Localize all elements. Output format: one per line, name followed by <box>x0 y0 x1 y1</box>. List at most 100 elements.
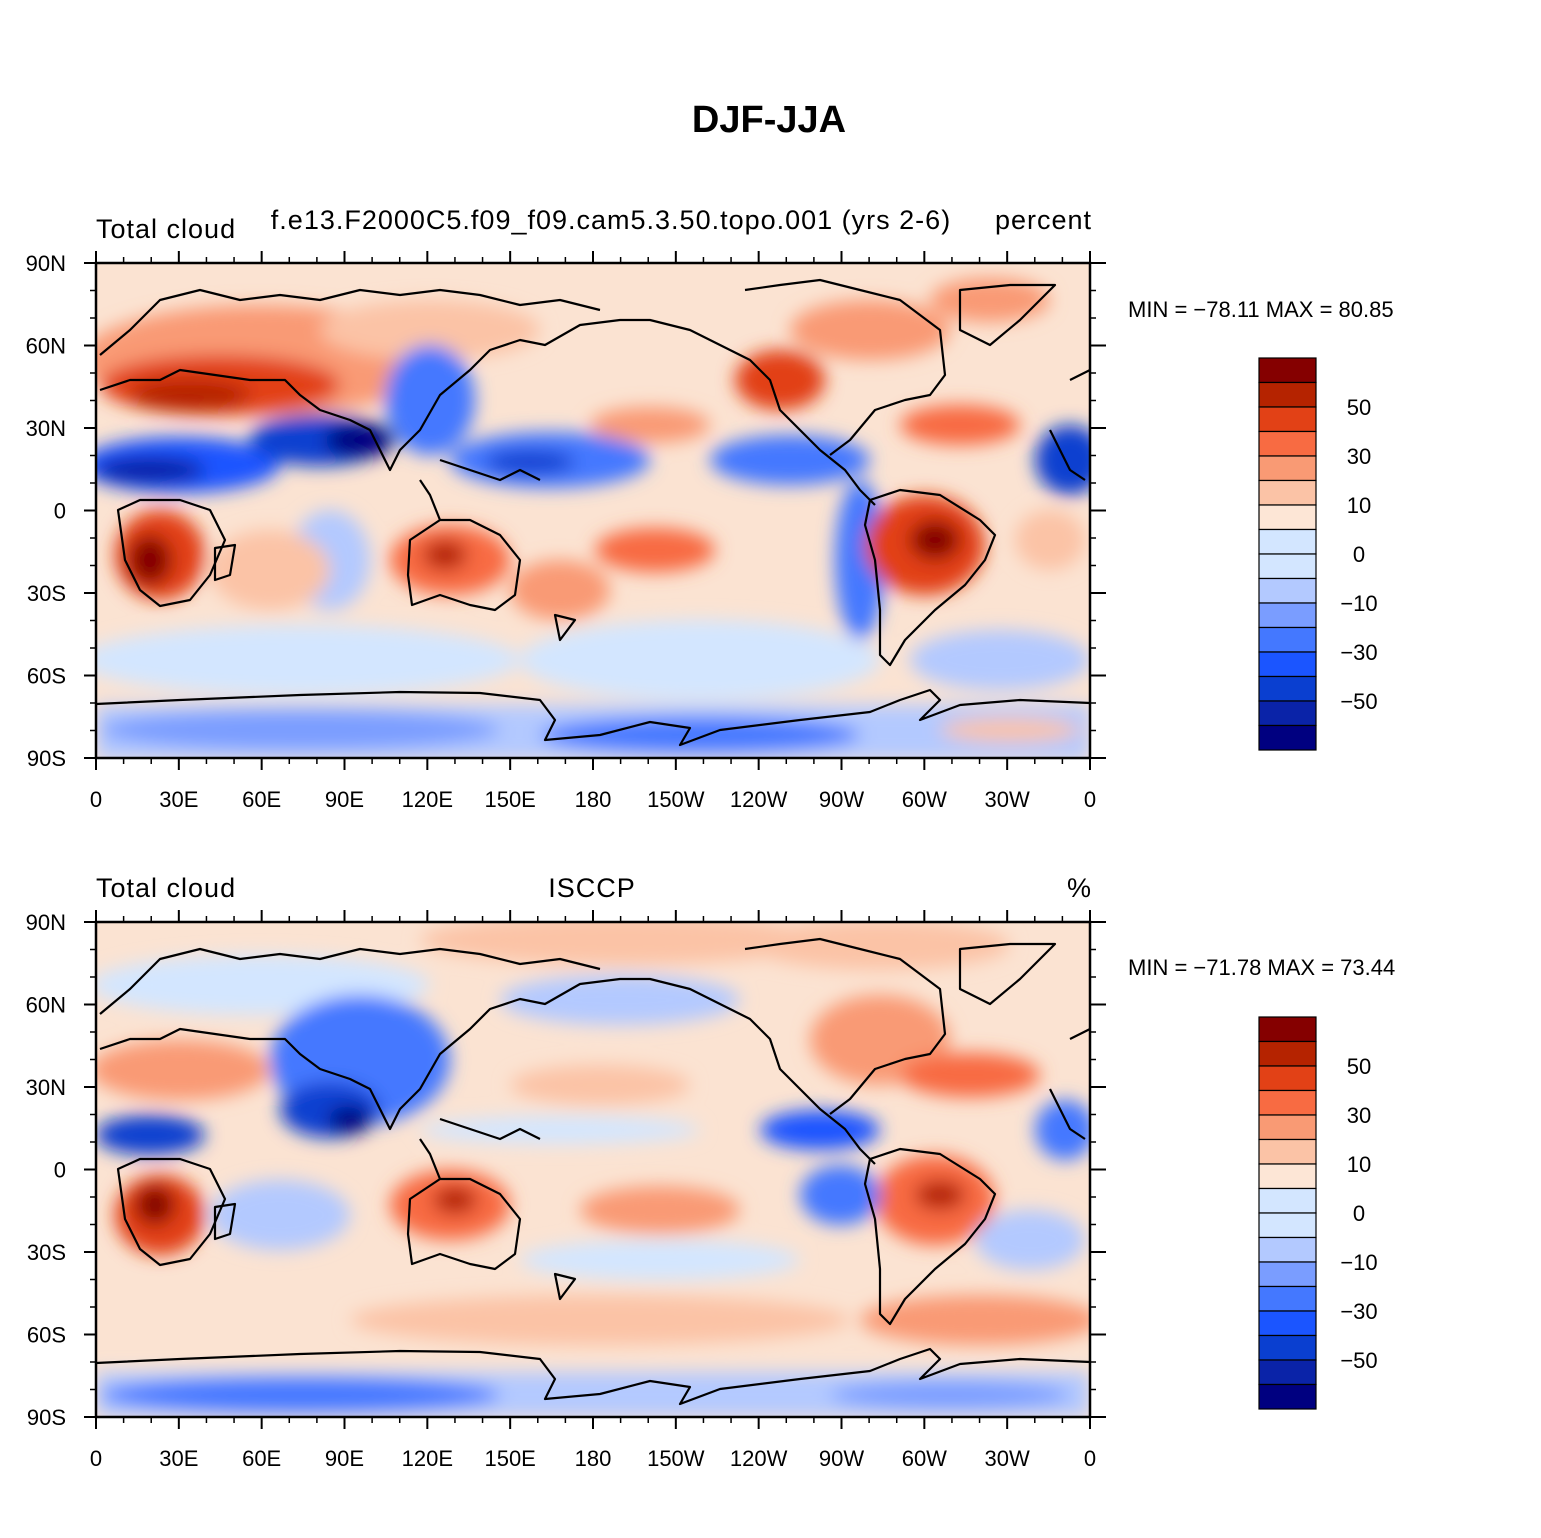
x-tick-label: 90W <box>819 1446 864 1471</box>
colorbar-swatch <box>1258 553 1317 580</box>
x-tick-label: 150E <box>484 787 535 812</box>
y-tick-label: 60N <box>26 334 66 359</box>
x-tick-label: 0 <box>90 1446 102 1471</box>
colorbar-swatch <box>1258 1040 1317 1067</box>
x-tick-label: 90W <box>819 787 864 812</box>
y-tick-label: 30N <box>26 416 66 441</box>
colorbar-label: 10 <box>1347 1152 1371 1177</box>
x-tick-label: 180 <box>575 787 612 812</box>
colorbar-swatch <box>1258 626 1317 653</box>
colorbar-swatch <box>1258 430 1317 457</box>
colorbar-label: −30 <box>1340 1299 1377 1324</box>
figure-title: DJF-JJA <box>692 99 846 141</box>
x-tick-label: 60W <box>902 787 947 812</box>
colorbar-label: 10 <box>1347 493 1371 518</box>
x-tick-label: 0 <box>1084 1446 1096 1471</box>
y-tick-label: 60S <box>27 664 66 689</box>
x-tick-label: 180 <box>575 1446 612 1471</box>
x-tick-label: 30E <box>159 787 198 812</box>
colorbar-swatch <box>1258 1236 1317 1263</box>
panel-left-label: Total cloud <box>96 214 236 244</box>
colorbar-swatch <box>1258 1089 1317 1116</box>
colorbar-swatch <box>1258 504 1317 531</box>
x-tick-label: 0 <box>90 787 102 812</box>
colorbar: 50 30 10 0 −10 −30 −50 <box>1258 1016 1378 1410</box>
axis-ticks <box>84 910 1106 1429</box>
colorbar-swatch <box>1258 406 1317 433</box>
x-axis-labels: 0 30E 60E 90E 120E 150E 180 150W 120W 90W 60W 30W 0 <box>90 1446 1096 1471</box>
colorbar-swatch <box>1258 357 1317 384</box>
colorbar-label: 30 <box>1347 1103 1371 1128</box>
colorbar: 50 30 10 0 −10 −30 −50 <box>1258 357 1378 751</box>
panel-observations: Total cloud ISCCP % <box>26 873 1396 1471</box>
min-max-readout: MIN = −78.11 MAX = 80.85 <box>1128 297 1394 322</box>
x-tick-label: 60W <box>902 1446 947 1471</box>
x-tick-label: 120W <box>730 787 788 812</box>
colorbar-swatch <box>1258 577 1317 604</box>
x-tick-label: 150E <box>484 1446 535 1471</box>
colorbar-swatch <box>1258 1285 1317 1312</box>
x-tick-label: 30W <box>985 787 1030 812</box>
y-tick-label: 0 <box>54 499 66 524</box>
map-plot-area: 90N 60N 30N 0 30S 60S 90S 0 30E 60E 90E 120E 150E 18… <box>26 251 1106 812</box>
x-tick-label: 120E <box>402 787 453 812</box>
x-tick-label: 150W <box>647 1446 705 1471</box>
colorbar-swatch <box>1258 1359 1317 1386</box>
y-axis-labels: 90N 60N 30N 0 30S 60S 90S <box>26 251 66 771</box>
colorbar-label: 0 <box>1353 1201 1365 1226</box>
colorbar-swatch <box>1258 1114 1317 1141</box>
x-tick-label: 120E <box>402 1446 453 1471</box>
colorbar-swatch <box>1258 1310 1317 1337</box>
x-tick-label: 90E <box>325 787 364 812</box>
cloud-difference-field <box>96 278 1090 758</box>
min-max-readout: MIN = −71.78 MAX = 73.44 <box>1128 955 1395 980</box>
y-axis-labels: 90N 60N 30N 0 30S 60S 90S <box>26 910 66 1430</box>
panel-center-label: ISCCP <box>548 873 636 903</box>
panel-right-label: % <box>1067 873 1092 903</box>
colorbar-swatch <box>1258 675 1317 702</box>
cloud-difference-field <box>96 922 1090 1417</box>
x-axis-labels: 0 30E 60E 90E 120E 150E 180 150W 120W 90W 60W 30W 0 <box>90 787 1096 812</box>
panel-left-label: Total cloud <box>96 873 236 903</box>
colorbar-swatch <box>1258 1138 1317 1165</box>
x-tick-label: 0 <box>1084 787 1096 812</box>
panel-model: Total cloud f.e13.F2000C5.f09_f09.cam5.3… <box>26 205 1394 812</box>
x-tick-label: 150W <box>647 787 705 812</box>
panel-right-label: percent <box>995 205 1092 235</box>
colorbar-swatch <box>1258 1261 1317 1288</box>
colorbar-swatch <box>1258 479 1317 506</box>
colorbar-swatch <box>1258 651 1317 678</box>
x-tick-label: 60E <box>242 787 281 812</box>
colorbar-label: −50 <box>1340 689 1377 714</box>
colorbar-swatch <box>1258 602 1317 629</box>
x-tick-label: 60E <box>242 1446 281 1471</box>
axis-ticks <box>84 251 1106 770</box>
colorbar-swatch <box>1258 1016 1317 1043</box>
colorbar-label: 30 <box>1347 444 1371 469</box>
colorbar-swatch <box>1258 1334 1317 1361</box>
colorbar-label: 50 <box>1347 395 1371 420</box>
panel-center-label: f.e13.F2000C5.f09_f09.cam5.3.50.topo.001… <box>271 205 951 235</box>
y-tick-label: 30S <box>27 1240 66 1265</box>
y-tick-label: 30S <box>27 581 66 606</box>
x-tick-label: 120W <box>730 1446 788 1471</box>
colorbar-swatch <box>1258 528 1317 555</box>
colorbar-swatch <box>1258 1212 1317 1239</box>
colorbar-label: −50 <box>1340 1348 1377 1373</box>
colorbar-label: −10 <box>1340 591 1377 616</box>
y-tick-label: 30N <box>26 1075 66 1100</box>
y-tick-label: 90S <box>27 1405 66 1430</box>
continent-outlines <box>96 937 1090 1406</box>
colorbar-label: 50 <box>1347 1054 1371 1079</box>
colorbar-swatch <box>1258 1163 1317 1190</box>
colorbar-label: −10 <box>1340 1250 1377 1275</box>
y-tick-label: 90N <box>26 910 66 935</box>
map-plot-area: 90N 60N 30N 0 30S 60S 90S 0 30E 60E 90E 120E 150E 18… <box>26 910 1106 1471</box>
x-tick-label: 30E <box>159 1446 198 1471</box>
y-tick-label: 90N <box>26 251 66 276</box>
colorbar-swatch <box>1258 381 1317 408</box>
y-tick-label: 90S <box>27 746 66 771</box>
colorbar-swatch <box>1258 1383 1317 1410</box>
y-tick-label: 0 <box>54 1158 66 1183</box>
y-tick-label: 60N <box>26 993 66 1018</box>
